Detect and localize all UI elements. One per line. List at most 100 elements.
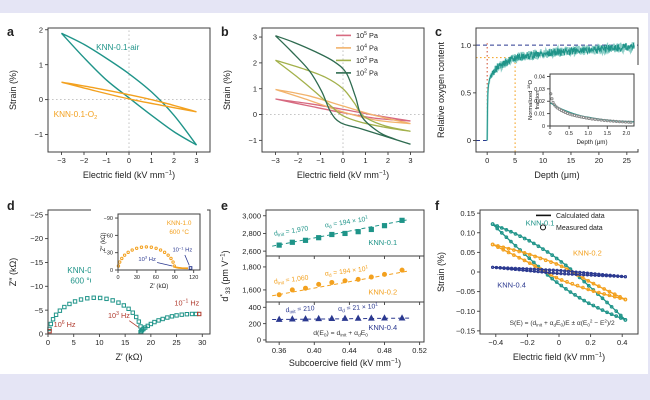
- c-inset-ylabel-line1: Normalized 18O: [526, 80, 534, 120]
- legend-label: 104 Pa: [356, 44, 379, 53]
- y-tick-label: 0.05: [460, 248, 475, 257]
- legend-label: Measured data: [556, 225, 603, 232]
- legend-label: 105 Pa: [356, 31, 379, 40]
- y-tick-label: −30: [104, 251, 113, 257]
- b-xlabel: Electric field (kV mm−1): [297, 170, 389, 180]
- y-tick-label: 0.02: [534, 99, 545, 105]
- x-tick-label: 0.36: [272, 346, 287, 355]
- c-inset-ylabel-line2: fraction: [535, 90, 541, 109]
- legend-label: Calculated data: [556, 213, 605, 220]
- annotation: 10−1 Hz: [174, 298, 199, 307]
- y-tick-label: 1: [39, 60, 43, 69]
- c-xlabel: Depth (μm): [534, 170, 579, 180]
- annotation: dinit = 1,970: [274, 225, 310, 239]
- y-tick-label: −90: [104, 216, 113, 222]
- annotation: αd = 21 × 101: [338, 302, 379, 315]
- x-tick-label: 1.0: [584, 131, 592, 137]
- x-tick-label: −2: [294, 156, 303, 165]
- x-tick-label: 0: [116, 275, 119, 281]
- a-ylabel: Strain (%): [8, 70, 18, 110]
- d-inset-xlabel: Z′ (kΩ): [150, 283, 169, 290]
- d-ylabel: Z″ (kΩ): [8, 258, 18, 286]
- x-tick-label: 0.48: [377, 346, 392, 355]
- x-tick-label: 1: [149, 156, 153, 165]
- e-xlabel: Subcoercive field (kV mm−1): [289, 358, 401, 368]
- e-ylabel: d*33 (pm V−1): [220, 250, 232, 301]
- annotation: 10−1 Hz: [172, 245, 192, 253]
- x-tick-label: 3: [408, 156, 412, 165]
- y-tick-label: 3: [253, 33, 257, 42]
- legend-label: 102 Pa: [356, 69, 379, 78]
- c-inset-xlabel: Depth (μm): [576, 139, 607, 146]
- a-xlabel: Electric field (kV mm−1): [83, 170, 175, 180]
- annotation: KNN-0.2: [67, 266, 99, 275]
- x-tick-label: 60: [153, 275, 159, 281]
- x-tick-label: 1.5: [603, 131, 611, 137]
- annotation: 103 Hz: [138, 255, 156, 263]
- annotation: dinit = 1,060: [274, 275, 310, 288]
- c-ylabel: Relative oxygen content: [436, 41, 446, 138]
- y-tick-label: 0.03: [534, 87, 545, 93]
- x-tick-label: 15: [567, 156, 575, 165]
- panel-letter-a: a: [7, 25, 15, 39]
- f-ylabel: Strain (%): [436, 252, 446, 292]
- x-tick-label: 0: [548, 131, 551, 137]
- y-tick-label: 2,800: [242, 229, 261, 238]
- x-tick-label: −0.4: [488, 338, 503, 347]
- x-tick-label: 3: [194, 156, 198, 165]
- x-tick-label: 20: [147, 338, 155, 347]
- x-tick-label: −1: [102, 156, 111, 165]
- y-tick-label: 2,600: [242, 247, 261, 256]
- annotation: 600 °C: [169, 228, 189, 236]
- y-tick-label: −1: [34, 130, 43, 139]
- x-tick-label: 0.40: [307, 346, 322, 355]
- annotation: d(E0) = dinit + αdE0: [313, 330, 368, 339]
- annotation: 103 Hz: [108, 311, 130, 320]
- y-tick-label: 2: [39, 25, 43, 34]
- panel-letter-b: b: [221, 25, 229, 39]
- annotation: dinit = 210: [285, 305, 315, 316]
- y-tick-label: −60: [104, 233, 113, 239]
- y-tick-label: 0.5: [461, 88, 471, 97]
- x-tick-label: 2.0: [623, 131, 631, 137]
- x-tick-label: 10: [95, 338, 103, 347]
- panel-letter-e: e: [221, 199, 228, 213]
- x-tick-label: 25: [623, 156, 631, 165]
- x-tick-label: 0: [341, 156, 345, 165]
- b-ylabel: Strain (%): [222, 70, 232, 110]
- y-tick-label: 0: [39, 95, 43, 104]
- y-tick-label: 3,000: [242, 211, 261, 220]
- y-tick-label: 0: [257, 336, 261, 345]
- y-tick-label: −15: [30, 258, 43, 267]
- panel-c: 0 5 10 15 20 25 0 0.5 1.0 0 0.5 1.0 1.5 2.0 0 0.01 0.02 0…: [435, 25, 641, 180]
- panel-letter-c: c: [435, 25, 442, 39]
- y-tick-label: −1: [248, 136, 257, 145]
- x-tick-label: 25: [172, 338, 180, 347]
- annotation: KNN-0.4: [368, 323, 397, 332]
- annotation: KNN-0.1-O2: [54, 110, 98, 121]
- annotation: KNN-1.0: [167, 220, 192, 227]
- panel-a: −3 −2 −1 0 1 2 3 −1 0 1 2 KNN-0.1-air KNN-0.1-O2 a Str…: [7, 25, 211, 180]
- y-tick-label: 0: [39, 330, 43, 339]
- x-tick-label: 2: [172, 156, 176, 165]
- y-tick-label: −0.15: [456, 326, 475, 335]
- x-tick-label: 0: [46, 338, 50, 347]
- x-tick-label: 10: [539, 156, 547, 165]
- y-tick-label: 0: [471, 268, 475, 277]
- d-xlabel: Z′ (kΩ): [116, 352, 143, 362]
- x-tick-label: −1: [316, 156, 325, 165]
- y-tick-label: 1.0: [461, 41, 471, 50]
- y-tick-label: 200: [248, 319, 261, 328]
- y-tick-label: 0.01: [534, 112, 545, 118]
- y-tick-label: −25: [30, 210, 43, 219]
- x-tick-label: 0.2: [585, 338, 595, 347]
- y-tick-label: 0: [467, 136, 471, 145]
- y-tick-label: 0: [253, 110, 257, 119]
- panel-letter-d: d: [7, 199, 15, 213]
- panel-e: 2,600 2,800 3,000 dinit = 1,970 αd = 194 × 1…: [220, 199, 427, 368]
- y-tick-label: 1: [253, 84, 257, 93]
- y-tick-label: −0.05: [456, 287, 475, 296]
- y-tick-label: 1,800: [242, 263, 261, 272]
- y-tick-label: −20: [30, 234, 43, 243]
